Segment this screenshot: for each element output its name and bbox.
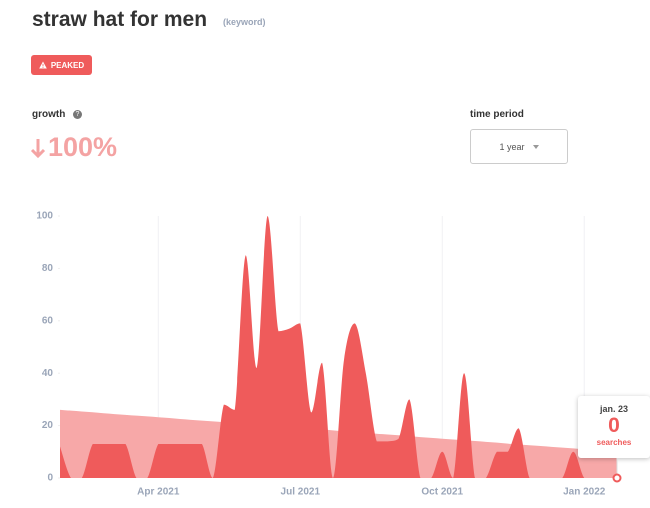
growth-value: 100%	[30, 132, 117, 163]
y-tick-label: 20	[42, 420, 54, 431]
tooltip: jan. 23 0 searches	[578, 396, 650, 458]
y-tick-label: 100	[36, 211, 53, 222]
keyword-tag: (keyword)	[223, 17, 266, 27]
tooltip-date: jan. 23	[599, 404, 628, 414]
badge-text: PEAKED	[50, 60, 85, 70]
y-tick-label: 40	[42, 368, 54, 379]
growth-number: 100%	[48, 132, 118, 162]
warning-icon	[39, 61, 47, 69]
y-tick-label: 80	[42, 263, 54, 274]
growth-label: growth	[32, 109, 66, 120]
down-arrow	[30, 138, 46, 158]
x-tick-label: Oct 2021	[421, 487, 463, 498]
x-tick-label: Apr 2021	[137, 487, 180, 498]
y-tick-label: 60	[42, 315, 54, 326]
time-period-label: time period	[470, 109, 524, 120]
peaked-badge: PEAKED	[31, 55, 92, 75]
tooltip-value: 0	[608, 414, 620, 437]
help-icon[interactable]: ?	[73, 110, 82, 119]
x-tick-label: Jul 2021	[281, 487, 321, 498]
caret	[532, 144, 539, 149]
title: straw hat for men	[32, 8, 208, 31]
area-searches	[60, 216, 617, 478]
x-tick-label: Jan 2022	[563, 487, 606, 498]
tooltip-unit: searches	[596, 438, 632, 447]
y-tick-label: 0	[47, 473, 53, 484]
time-period-select[interactable]: 1 year	[470, 129, 568, 164]
select-value: 1 year	[499, 141, 525, 152]
